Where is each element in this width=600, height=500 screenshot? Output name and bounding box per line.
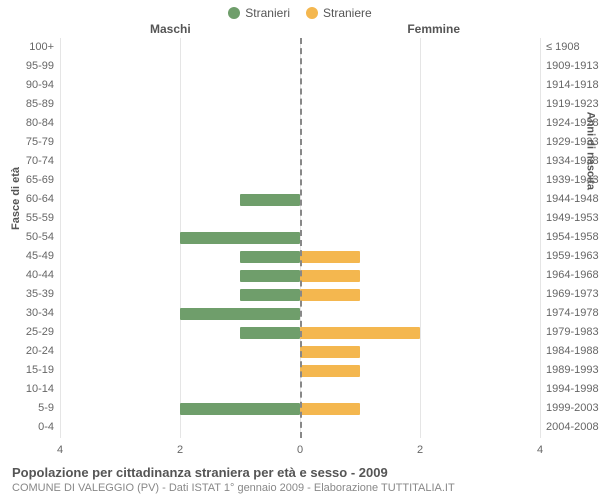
side-titles: Maschi Femmine [0, 22, 600, 38]
male-bar [240, 251, 300, 263]
birth-year-label: 1994-1998 [540, 383, 600, 395]
age-label: 20-24 [4, 345, 60, 357]
birth-year-label: 1934-1938 [540, 155, 600, 167]
age-label: 0-4 [4, 421, 60, 433]
male-bar [240, 289, 300, 301]
x-tick-label: 2 [417, 444, 423, 456]
age-label: 40-44 [4, 269, 60, 281]
legend-label: Stranieri [245, 6, 290, 20]
age-label: 35-39 [4, 288, 60, 300]
chart-subtitle: COMUNE DI VALEGGIO (PV) - Dati ISTAT 1° … [12, 482, 588, 494]
age-label: 85-89 [4, 98, 60, 110]
female-bar [300, 365, 360, 377]
birth-year-label: 1954-1958 [540, 231, 600, 243]
male-bar [180, 308, 300, 320]
age-label: 100+ [4, 41, 60, 53]
male-side-label: Maschi [150, 22, 191, 36]
chart-title: Popolazione per cittadinanza straniera p… [12, 465, 588, 480]
plot-area: 42024100+≤ 190895-991909-191390-941914-1… [60, 38, 540, 438]
birth-year-label: 1924-1928 [540, 117, 600, 129]
x-tick-label: 0 [297, 444, 303, 456]
female-bar [300, 251, 360, 263]
birth-year-label: 1914-1918 [540, 79, 600, 91]
age-label: 5-9 [4, 402, 60, 414]
legend: Stranieri Straniere [0, 0, 600, 22]
age-label: 25-29 [4, 326, 60, 338]
birth-year-label: 1919-1923 [540, 98, 600, 110]
legend-swatch [228, 7, 240, 19]
age-label: 10-14 [4, 383, 60, 395]
birth-year-label: 1989-1993 [540, 364, 600, 376]
birth-year-label: ≤ 1908 [540, 41, 600, 53]
female-bar [300, 403, 360, 415]
age-label: 55-59 [4, 212, 60, 224]
age-label: 45-49 [4, 250, 60, 262]
male-bar [240, 194, 300, 206]
female-bar [300, 270, 360, 282]
male-bar [240, 327, 300, 339]
chart-footer: Popolazione per cittadinanza straniera p… [12, 465, 588, 494]
legend-item: Straniere [306, 6, 372, 20]
birth-year-label: 1959-1963 [540, 250, 600, 262]
birth-year-label: 1964-1968 [540, 269, 600, 281]
age-label: 90-94 [4, 79, 60, 91]
legend-label: Straniere [323, 6, 372, 20]
birth-year-label: 1949-1953 [540, 212, 600, 224]
zero-line [300, 38, 302, 438]
male-bar [180, 232, 300, 244]
birth-year-label: 1909-1913 [540, 60, 600, 72]
age-label: 95-99 [4, 60, 60, 72]
female-side-label: Femmine [407, 22, 460, 36]
legend-item: Stranieri [228, 6, 290, 20]
female-bar [300, 289, 360, 301]
male-bar [180, 403, 300, 415]
male-bar [240, 270, 300, 282]
age-label: 75-79 [4, 136, 60, 148]
birth-year-label: 1984-1988 [540, 345, 600, 357]
birth-year-label: 1929-1933 [540, 136, 600, 148]
age-label: 60-64 [4, 193, 60, 205]
population-pyramid-chart: StranieriStraniere Maschi Femmine Fasce … [0, 0, 600, 500]
age-label: 70-74 [4, 155, 60, 167]
age-label: 65-69 [4, 174, 60, 186]
female-bar [300, 327, 420, 339]
birth-year-label: 1939-1943 [540, 174, 600, 186]
age-label: 50-54 [4, 231, 60, 243]
x-tick-label: 4 [537, 444, 543, 456]
birth-year-label: 1969-1973 [540, 288, 600, 300]
x-tick-label: 2 [177, 444, 183, 456]
age-label: 80-84 [4, 117, 60, 129]
legend-swatch [306, 7, 318, 19]
birth-year-label: 1979-1983 [540, 326, 600, 338]
birth-year-label: 2004-2008 [540, 421, 600, 433]
x-tick-label: 4 [57, 444, 63, 456]
age-label: 30-34 [4, 307, 60, 319]
age-label: 15-19 [4, 364, 60, 376]
birth-year-label: 1974-1978 [540, 307, 600, 319]
birth-year-label: 1999-2003 [540, 402, 600, 414]
birth-year-label: 1944-1948 [540, 193, 600, 205]
female-bar [300, 346, 360, 358]
